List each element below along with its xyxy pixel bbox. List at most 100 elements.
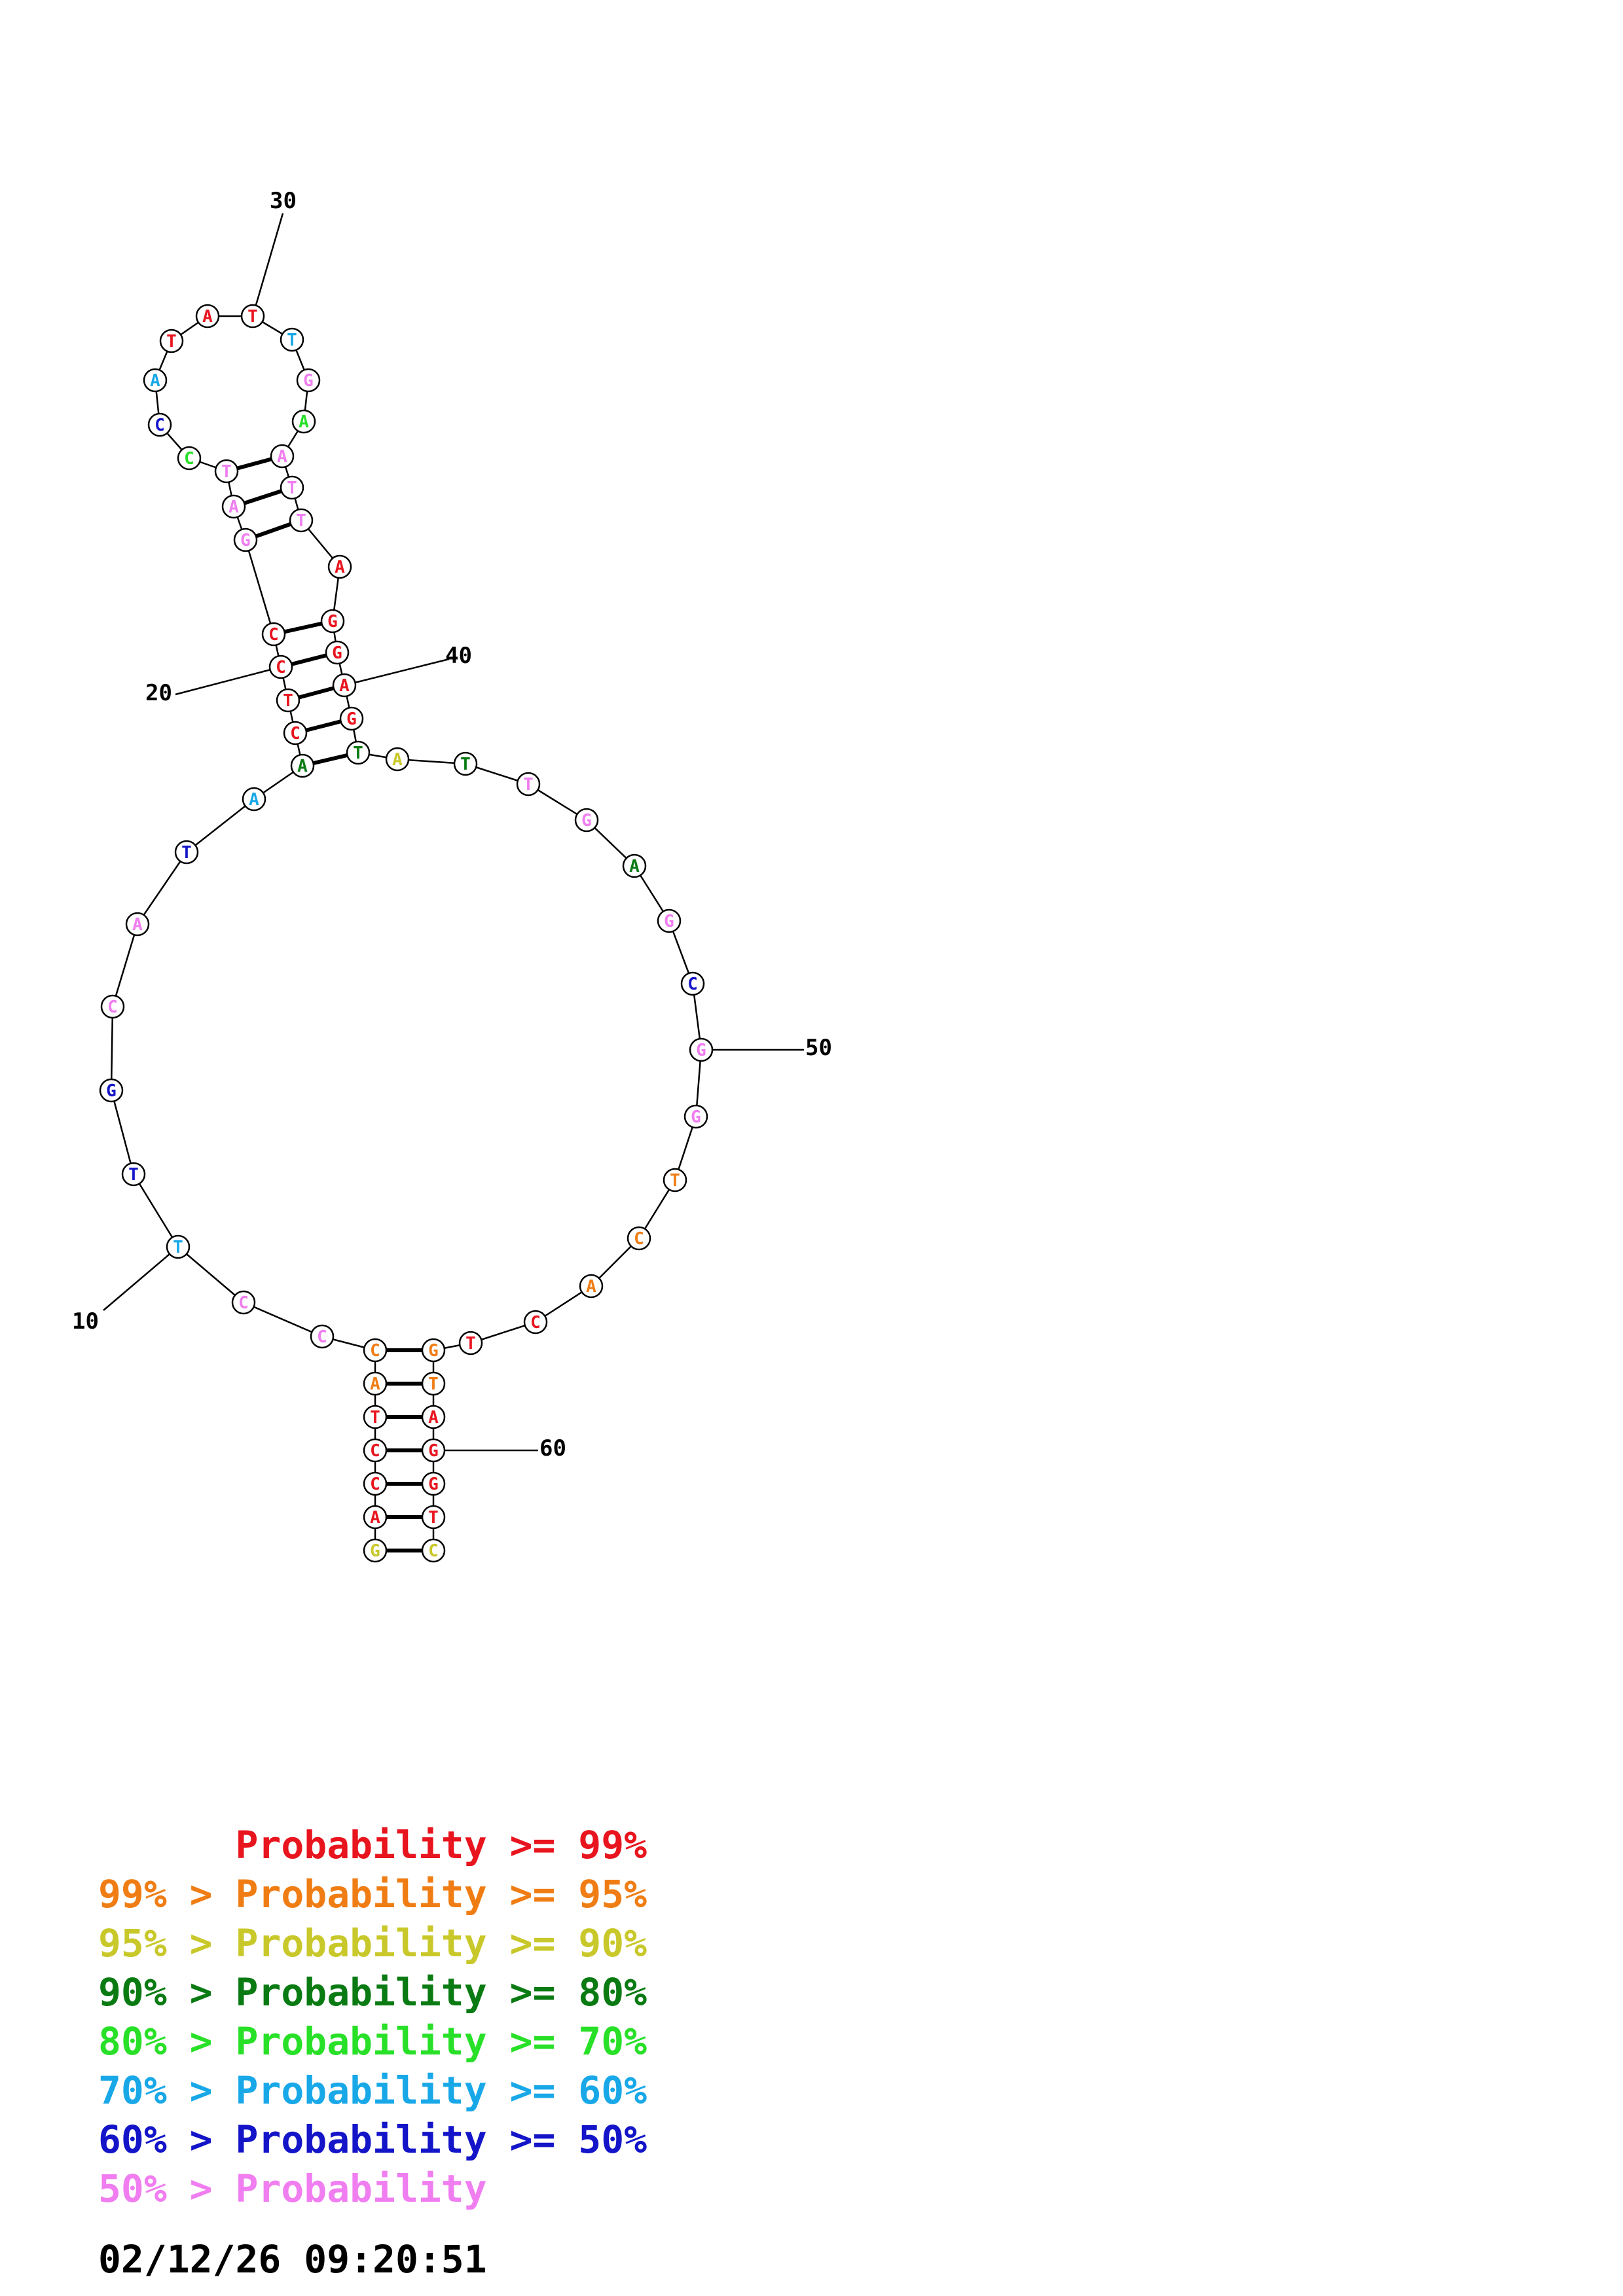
backbone-link: [136, 852, 188, 925]
nucleotide: C: [177, 446, 202, 471]
nucleotide-base: A: [339, 676, 350, 696]
nucleotide: A: [363, 1505, 388, 1530]
nucleotide: C: [363, 1438, 388, 1463]
nucleotide: C: [100, 994, 125, 1019]
nucleotide-base: C: [268, 625, 279, 645]
backbone-link: [177, 1246, 244, 1303]
nucleotide: G: [421, 1471, 446, 1496]
legend-entry-p99: Probability >= 99%: [98, 1823, 647, 1867]
nucleotide-base: A: [150, 371, 160, 391]
nucleotide: A: [332, 673, 357, 698]
nucleotide-base: A: [202, 307, 213, 327]
nucleotide-base: A: [586, 1277, 596, 1297]
nucleotide-base: G: [664, 912, 674, 931]
index-label: 20: [145, 680, 172, 706]
nucleotide-base: T: [428, 1374, 439, 1394]
nucleotide: T: [280, 327, 304, 352]
nucleotide-base: G: [370, 1541, 380, 1561]
nucleotide: C: [231, 1290, 256, 1315]
nucleotide: C: [627, 1226, 651, 1251]
nucleotide-base: C: [155, 416, 165, 435]
legend-entry-p60: 70% > Probability >= 60%: [98, 2068, 647, 2113]
nucleotide: G: [320, 609, 345, 634]
legend-entry-p95: 99% > Probability >= 95%: [98, 1872, 647, 1916]
nucleotide-base: A: [370, 1374, 380, 1394]
nucleotide: G: [657, 908, 682, 933]
index-tick: [103, 1246, 179, 1311]
nucleotide: A: [242, 787, 266, 812]
nucleotide-base: C: [370, 1341, 380, 1361]
nucleotide-base: T: [353, 744, 363, 763]
nucleotide-base: A: [249, 790, 259, 810]
nucleotide-base: G: [581, 811, 592, 831]
nucleotide: A: [385, 747, 410, 772]
nucleotide: A: [125, 912, 150, 937]
nucleotide-base: T: [670, 1171, 680, 1191]
nucleotide-base: A: [392, 750, 403, 770]
backbone-link: [110, 1006, 114, 1091]
nucleotide: G: [99, 1078, 124, 1103]
nucleotide-base: A: [370, 1508, 380, 1528]
backbone-links: [110, 315, 702, 1551]
backbone-link: [186, 798, 255, 853]
nucleotide-base: T: [460, 755, 471, 774]
nucleotide-base: G: [303, 371, 314, 391]
nucleotide: T: [159, 329, 184, 353]
nucleotide-base: C: [634, 1229, 644, 1249]
nucleotide: C: [363, 1471, 388, 1496]
nucleotide: G: [363, 1538, 388, 1563]
nucleotide-base: T: [247, 307, 258, 327]
nucleotide-base: A: [428, 1408, 439, 1427]
nucleotide: T: [516, 772, 541, 797]
nucleotide-base: G: [428, 1341, 439, 1361]
nucleotide-base: A: [297, 757, 308, 776]
nucleotide-base: T: [465, 1334, 476, 1354]
nucleotide-base: G: [106, 1081, 117, 1101]
index-label: 30: [270, 188, 297, 214]
nucleotide-base: T: [128, 1165, 139, 1185]
nucleotide-base: G: [332, 643, 342, 663]
nucleotide: G: [339, 706, 364, 731]
index-label: 60: [539, 1435, 566, 1462]
nucleotide: C: [268, 655, 293, 679]
nucleotide-base: T: [173, 1238, 183, 1257]
nucleotide-base: T: [181, 843, 192, 863]
nucleotide-base: G: [346, 709, 357, 729]
nucleotide-base: A: [629, 857, 640, 876]
nucleotide: A: [290, 753, 315, 778]
nucleotide-base: C: [290, 724, 301, 744]
nucleotide: T: [276, 688, 301, 713]
nucleotide: C: [523, 1310, 548, 1335]
nucleotide: G: [325, 640, 350, 665]
nucleotide-base: A: [228, 497, 239, 517]
index-tick: [251, 213, 284, 317]
nucleotide-base: C: [370, 1475, 380, 1494]
legend-entry-p80: 90% > Probability >= 80%: [98, 1970, 647, 2015]
nucleotide-base: T: [428, 1508, 439, 1528]
nucleotide-base: T: [287, 331, 297, 350]
nucleotide-base: C: [530, 1313, 541, 1333]
nucleotide: T: [421, 1505, 446, 1530]
nucleotide: G: [233, 528, 258, 552]
nucleotide-base: G: [428, 1475, 439, 1494]
nucleotide: T: [458, 1331, 483, 1355]
nucleotide-base: A: [335, 558, 345, 577]
nucleotide: T: [453, 751, 478, 776]
nucleotide: A: [622, 853, 647, 878]
nucleotide-base: C: [184, 449, 194, 469]
index-label: 40: [445, 643, 472, 669]
nucleotide-base: C: [238, 1293, 249, 1313]
nucleotide: C: [421, 1538, 446, 1563]
nucleotide-base: G: [696, 1041, 706, 1060]
backbone-link: [110, 1090, 135, 1175]
index-tick: [344, 658, 450, 687]
nucleotide-base: T: [221, 462, 232, 482]
backbone-link: [132, 1174, 179, 1247]
nucleotide-base: C: [370, 1441, 380, 1461]
nucleotide: C: [363, 1338, 388, 1363]
nucleotide: A: [221, 494, 246, 519]
nucleotide: C: [261, 622, 286, 647]
nucleotide: T: [240, 304, 265, 329]
